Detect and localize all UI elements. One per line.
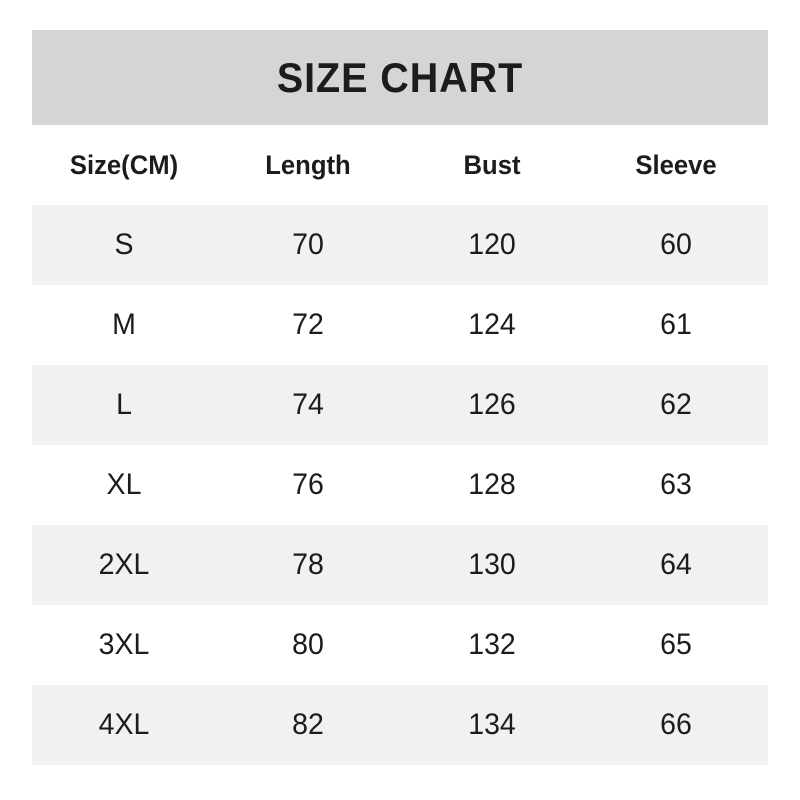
length-value: 82 [292, 708, 324, 741]
size-label: M [112, 308, 136, 341]
table-header-row: Size(CM) Length Bust Sleeve [32, 125, 768, 205]
column-header-size: Size(CM) [69, 149, 179, 180]
size-label: 3XL [98, 628, 150, 661]
table-row-xl: XL 76 128 63 [32, 445, 768, 525]
page-title: SIZE CHART [276, 53, 524, 101]
sleeve-value: 66 [660, 708, 692, 741]
size-table: Size(CM) Length Bust Sleeve S 70 120 60 … [32, 125, 768, 765]
bust-value: 128 [468, 468, 516, 501]
table-row-3xl: 3XL 80 132 65 [32, 605, 768, 685]
length-value: 70 [292, 228, 324, 261]
column-header-bust: Bust [463, 149, 521, 180]
length-value: 80 [292, 628, 324, 661]
size-label: XL [106, 468, 142, 501]
bust-value: 120 [468, 228, 516, 261]
bust-value: 134 [468, 708, 516, 741]
length-value: 74 [292, 388, 324, 421]
sleeve-value: 60 [660, 228, 692, 261]
column-header-length: Length [265, 149, 351, 180]
table-row-4xl: 4XL 82 134 66 [32, 685, 768, 765]
table-row-m: M 72 124 61 [32, 285, 768, 365]
sleeve-value: 61 [660, 308, 692, 341]
size-label: S [114, 228, 134, 261]
sleeve-value: 62 [660, 388, 692, 421]
bust-value: 130 [468, 548, 516, 581]
size-chart-banner: SIZE CHART [32, 30, 768, 125]
length-value: 76 [292, 468, 324, 501]
bust-value: 126 [468, 388, 516, 421]
sleeve-value: 64 [660, 548, 692, 581]
size-label: 2XL [98, 548, 150, 581]
table-row-l: L 74 126 62 [32, 365, 768, 445]
size-label: L [116, 388, 132, 421]
size-label: 4XL [98, 708, 150, 741]
bust-value: 124 [468, 308, 516, 341]
table-row-s: S 70 120 60 [32, 205, 768, 285]
sleeve-value: 65 [660, 628, 692, 661]
length-value: 78 [292, 548, 324, 581]
table-row-2xl: 2XL 78 130 64 [32, 525, 768, 605]
length-value: 72 [292, 308, 324, 341]
column-header-sleeve: Sleeve [635, 149, 717, 180]
sleeve-value: 63 [660, 468, 692, 501]
bust-value: 132 [468, 628, 516, 661]
